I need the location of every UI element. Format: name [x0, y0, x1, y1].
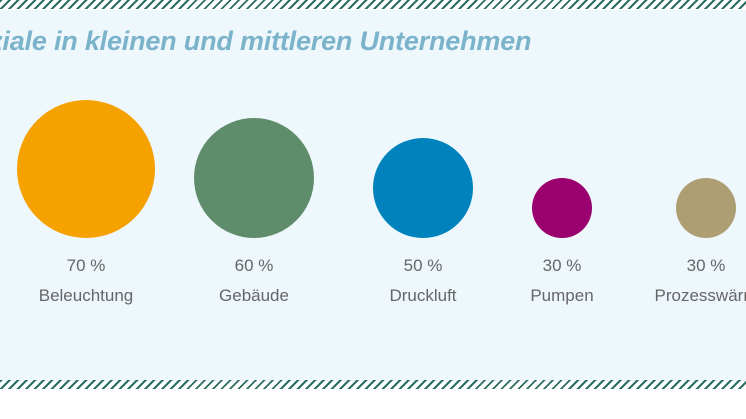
category-label: Gebäude [219, 286, 289, 305]
value-label: 60 % [235, 256, 274, 275]
value-label: 30 % [687, 256, 726, 275]
bubble-gebäude [194, 118, 314, 238]
category-label: Pumpen [530, 286, 593, 305]
bubble-druckluft [373, 138, 473, 238]
category-label: Prozesswärm [655, 286, 746, 305]
category-label: Druckluft [389, 286, 456, 305]
value-label: 50 % [404, 256, 443, 275]
bottom-stripe-border [0, 380, 746, 389]
top-stripe-border [0, 0, 746, 9]
chart-title: enziale in kleinen und mittleren Unterne… [0, 26, 532, 56]
footer-area [0, 389, 746, 419]
bubble-beleuchtung [17, 100, 155, 238]
bubble-pumpen [532, 178, 592, 238]
category-label: Beleuchtung [39, 286, 134, 305]
bubble-prozesswärm [676, 178, 736, 238]
value-label: 30 % [543, 256, 582, 275]
value-label: 70 % [67, 256, 106, 275]
